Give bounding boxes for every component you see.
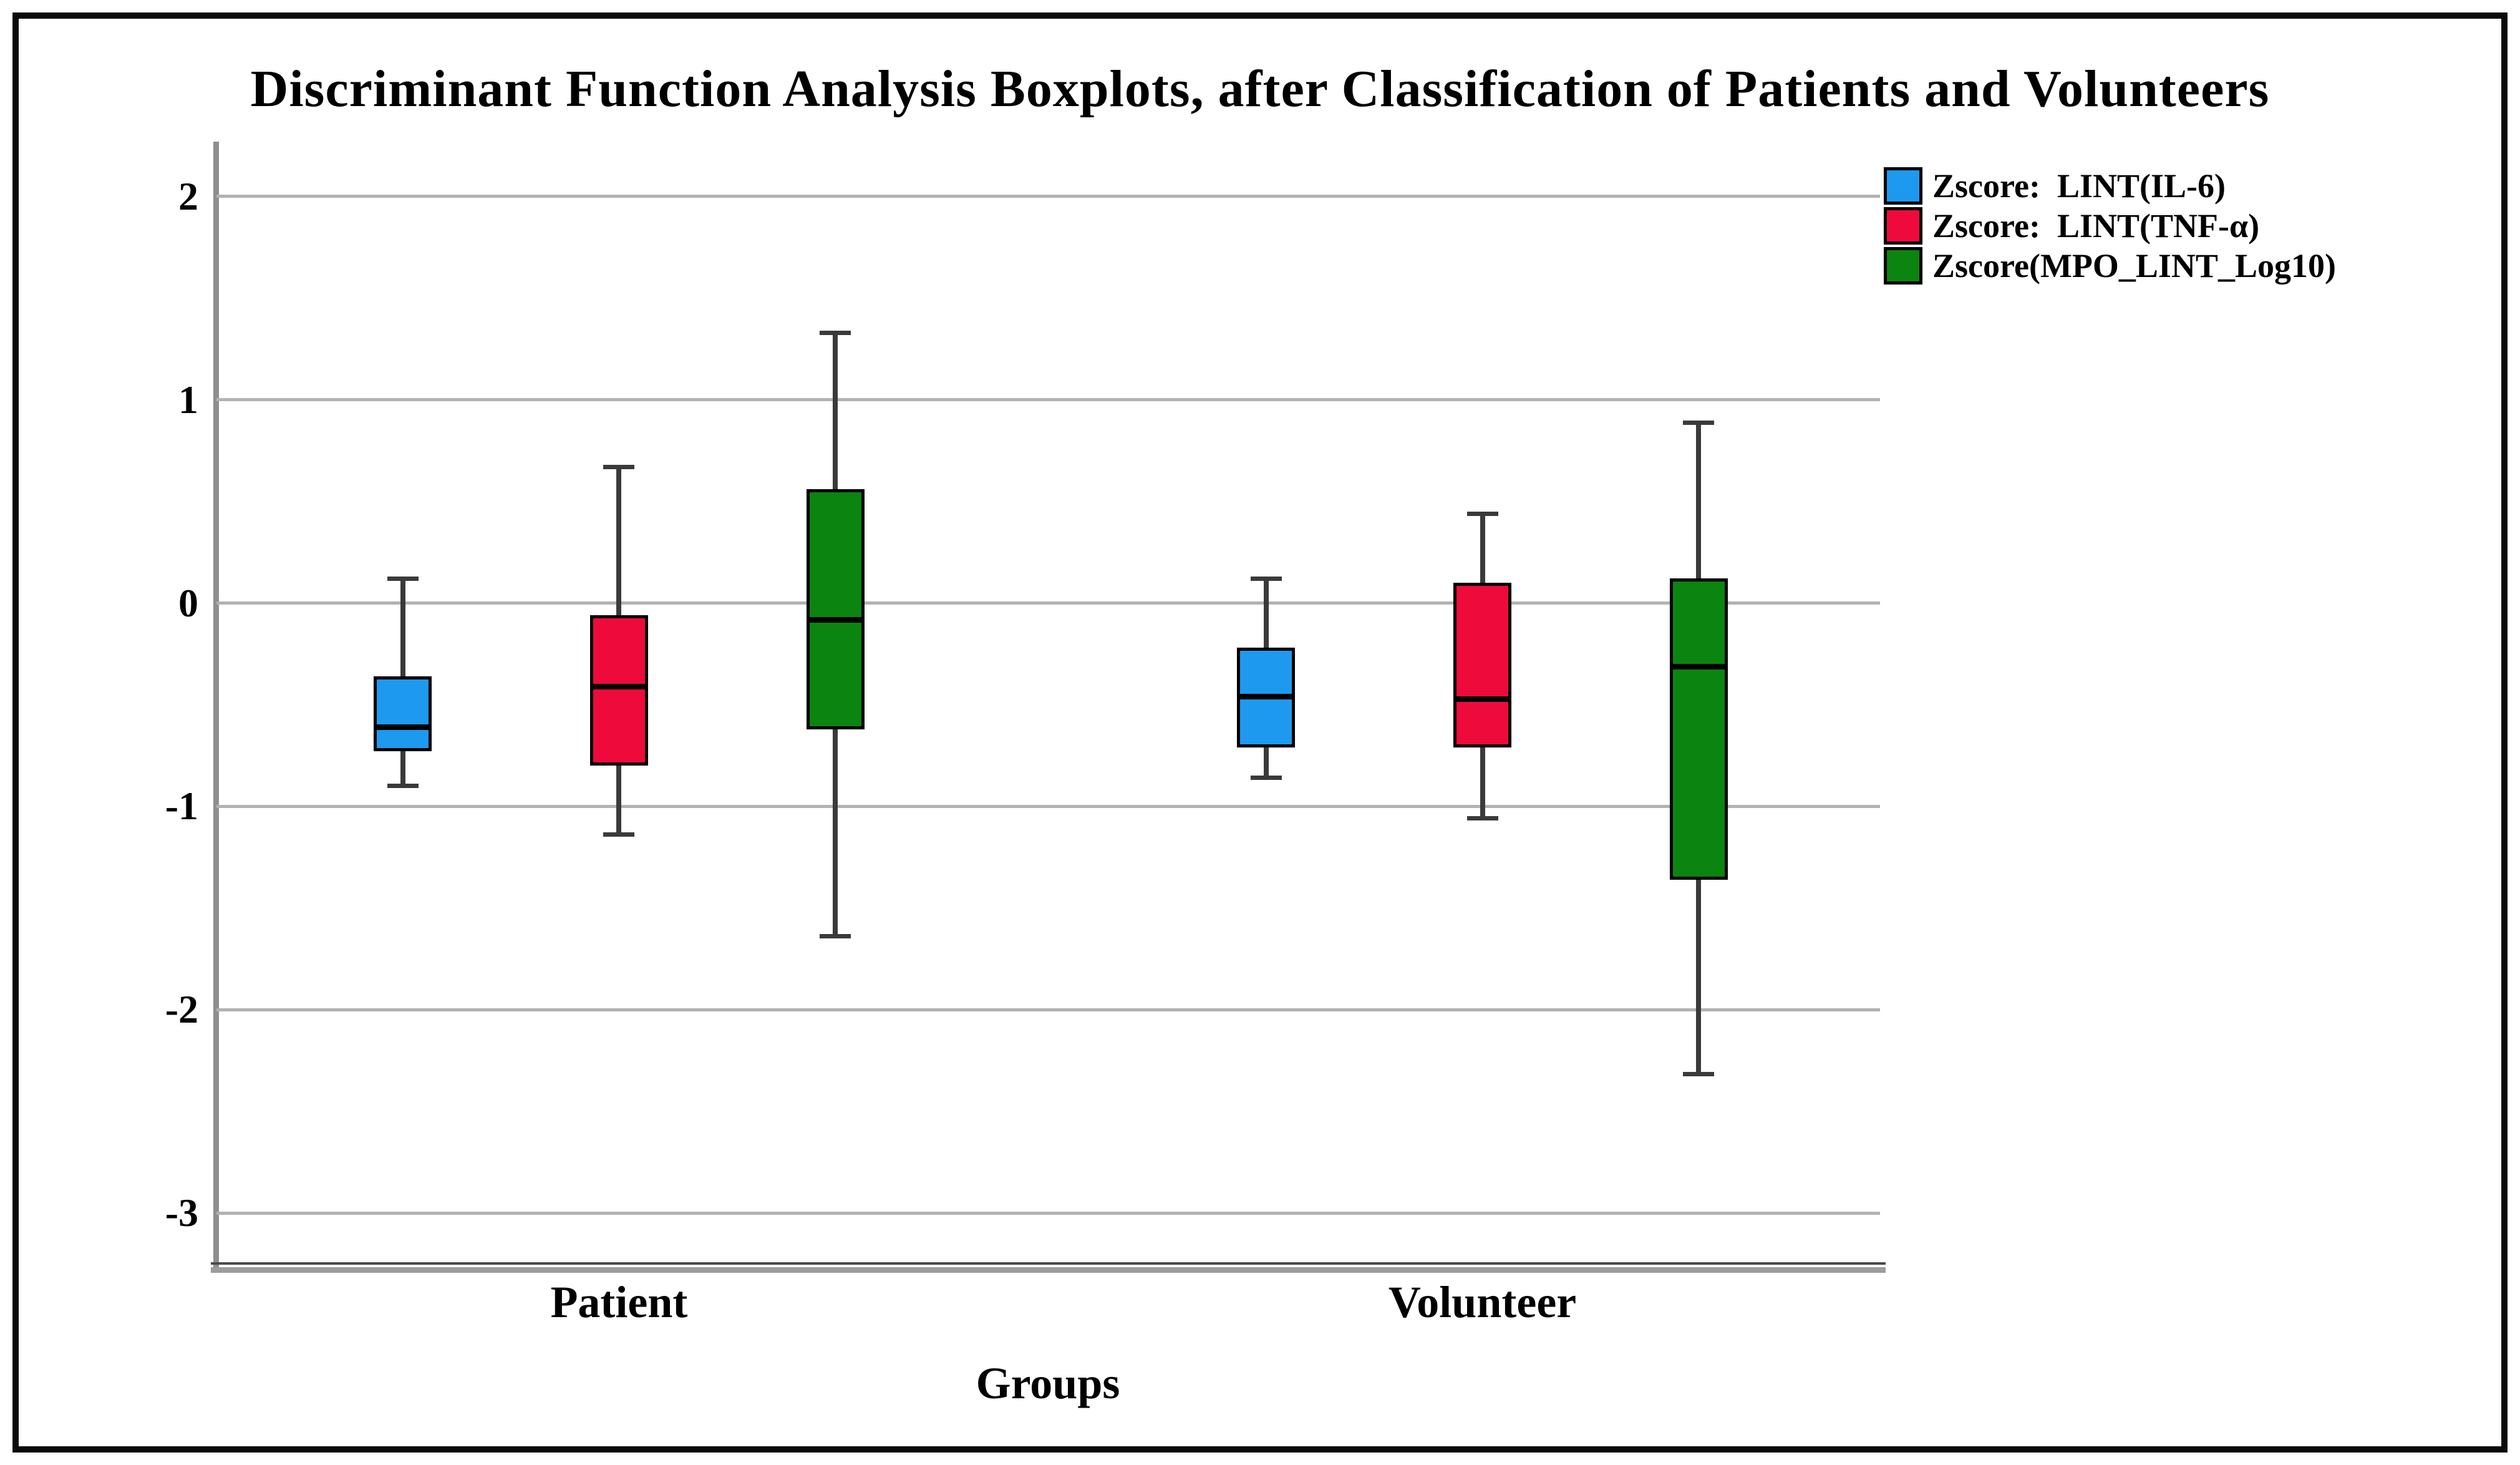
- x-axis-title: Groups: [976, 1358, 1120, 1408]
- y-tick-label: -3: [165, 1190, 198, 1235]
- median-line-volunteer-series0: [1240, 694, 1292, 700]
- whisker-cap-low-patient-series1: [603, 832, 635, 837]
- legend-swatch-icon: [1884, 167, 1922, 205]
- box-patient-series2: [806, 489, 865, 729]
- gridline-y--2: [216, 1008, 1880, 1011]
- gridline-y-2: [216, 195, 1880, 198]
- legend-label: Zscore: LINT(TNF-α): [1932, 207, 2260, 245]
- gridline-y--1: [216, 804, 1880, 808]
- legend-item-1: Zscore: LINT(TNF-α): [1884, 206, 2336, 246]
- whisker-cap-low-volunteer-series2: [1683, 1072, 1715, 1077]
- median-line-volunteer-series1: [1456, 696, 1509, 702]
- box-volunteer-series1: [1453, 583, 1512, 747]
- legend-swatch-icon: [1884, 247, 1922, 285]
- y-tick-label: 1: [178, 377, 198, 422]
- y-tick-label: 2: [178, 173, 198, 218]
- x-axis-spine: [211, 1267, 1886, 1273]
- gridline-y-0: [216, 601, 1880, 605]
- median-line-patient-series2: [809, 616, 861, 623]
- legend: Zscore: LINT(IL-6) Zscore: LINT(TNF-α) Zsc…: [1884, 166, 2336, 286]
- median-line-patient-series0: [377, 724, 429, 731]
- gridline-y-1: [216, 398, 1880, 402]
- legend-swatch-icon: [1884, 207, 1922, 245]
- whisker-cap-high-volunteer-series0: [1250, 577, 1282, 582]
- gridline-y--3: [216, 1211, 1880, 1215]
- whisker-cap-low-volunteer-series1: [1466, 815, 1498, 820]
- x-category-label-patient: Patient: [550, 1277, 688, 1327]
- whisker-cap-low-patient-series0: [387, 783, 419, 788]
- y-tick-label: -1: [165, 784, 198, 829]
- whisker-cap-high-patient-series0: [387, 577, 419, 582]
- chart-title: Discriminant Function Analysis Boxplots,…: [250, 60, 2270, 118]
- y-axis-spine: [213, 142, 219, 1268]
- x-category-label-volunteer: Volunteer: [1388, 1277, 1577, 1327]
- whisker-cap-low-patient-series2: [820, 933, 851, 938]
- median-line-volunteer-series2: [1672, 663, 1725, 669]
- median-line-patient-series1: [593, 684, 645, 690]
- legend-label: Zscore: LINT(IL-6): [1932, 167, 2226, 205]
- box-volunteer-series2: [1669, 578, 1728, 880]
- whisker-cap-high-patient-series1: [603, 465, 635, 470]
- plot-area: [211, 142, 1886, 1273]
- whisker-cap-low-volunteer-series0: [1250, 775, 1282, 780]
- whisker-cap-high-volunteer-series2: [1683, 420, 1715, 425]
- box-patient-series1: [589, 615, 648, 766]
- legend-label: Zscore(MPO_LINT_Log10): [1932, 247, 2336, 285]
- whisker-cap-high-patient-series2: [820, 331, 851, 336]
- y-tick-label: -2: [165, 987, 198, 1032]
- y-tick-label: 0: [178, 580, 198, 625]
- legend-item-2: Zscore(MPO_LINT_Log10): [1884, 246, 2336, 286]
- box-patient-series0: [374, 676, 432, 752]
- legend-item-0: Zscore: LINT(IL-6): [1884, 166, 2336, 206]
- x-axis-baseline: [211, 1262, 1886, 1265]
- whisker-cap-high-volunteer-series1: [1466, 512, 1498, 517]
